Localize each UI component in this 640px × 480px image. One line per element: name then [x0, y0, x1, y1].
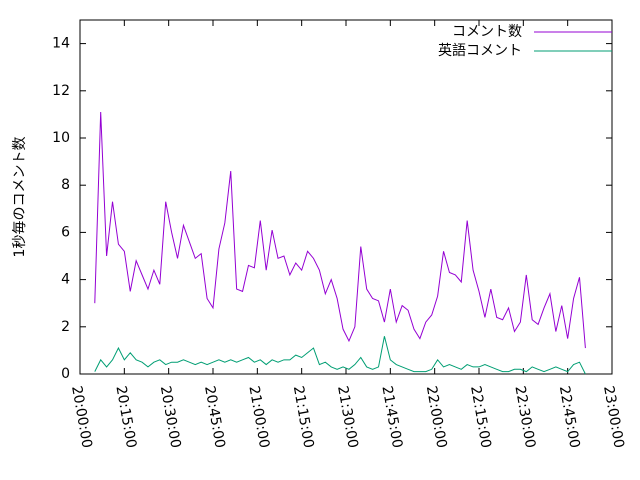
y-tick-label: 10: [52, 130, 70, 146]
x-tick-label: 21:45:00: [378, 385, 405, 450]
series-line: [94, 336, 586, 375]
y-tick-label: 2: [61, 319, 70, 335]
x-tick-label: 21:15:00: [290, 385, 317, 450]
x-tick-label: 20:30:00: [157, 385, 184, 450]
x-tick-label: 20:15:00: [112, 385, 139, 450]
y-tick-label: 8: [61, 177, 70, 193]
x-tick-label: 20:45:00: [201, 385, 228, 450]
x-tick-label: 22:30:00: [511, 385, 538, 450]
x-tick-label: 22:00:00: [423, 385, 450, 450]
y-tick-label: 0: [61, 366, 70, 382]
y-tick-label: 4: [61, 272, 70, 288]
y-tick-label: 6: [61, 224, 70, 240]
x-tick-label: 22:45:00: [556, 385, 583, 450]
x-tick-label: 20:00:00: [68, 385, 95, 450]
y-axis-label: 1秒毎のコメント数: [12, 137, 28, 258]
series-line: [94, 112, 586, 349]
plot-border: [79, 19, 613, 375]
x-tick-label: 22:15:00: [467, 385, 494, 450]
x-tick-label: 23:00:00: [600, 385, 627, 450]
legend-label: 英語コメント: [438, 42, 522, 59]
y-tick-label: 14: [52, 36, 70, 52]
legend-label: コメント数: [452, 24, 522, 40]
x-tick-label: 21:00:00: [245, 385, 272, 450]
y-tick-label: 12: [52, 83, 70, 99]
x-tick-label: 21:30:00: [334, 385, 361, 450]
